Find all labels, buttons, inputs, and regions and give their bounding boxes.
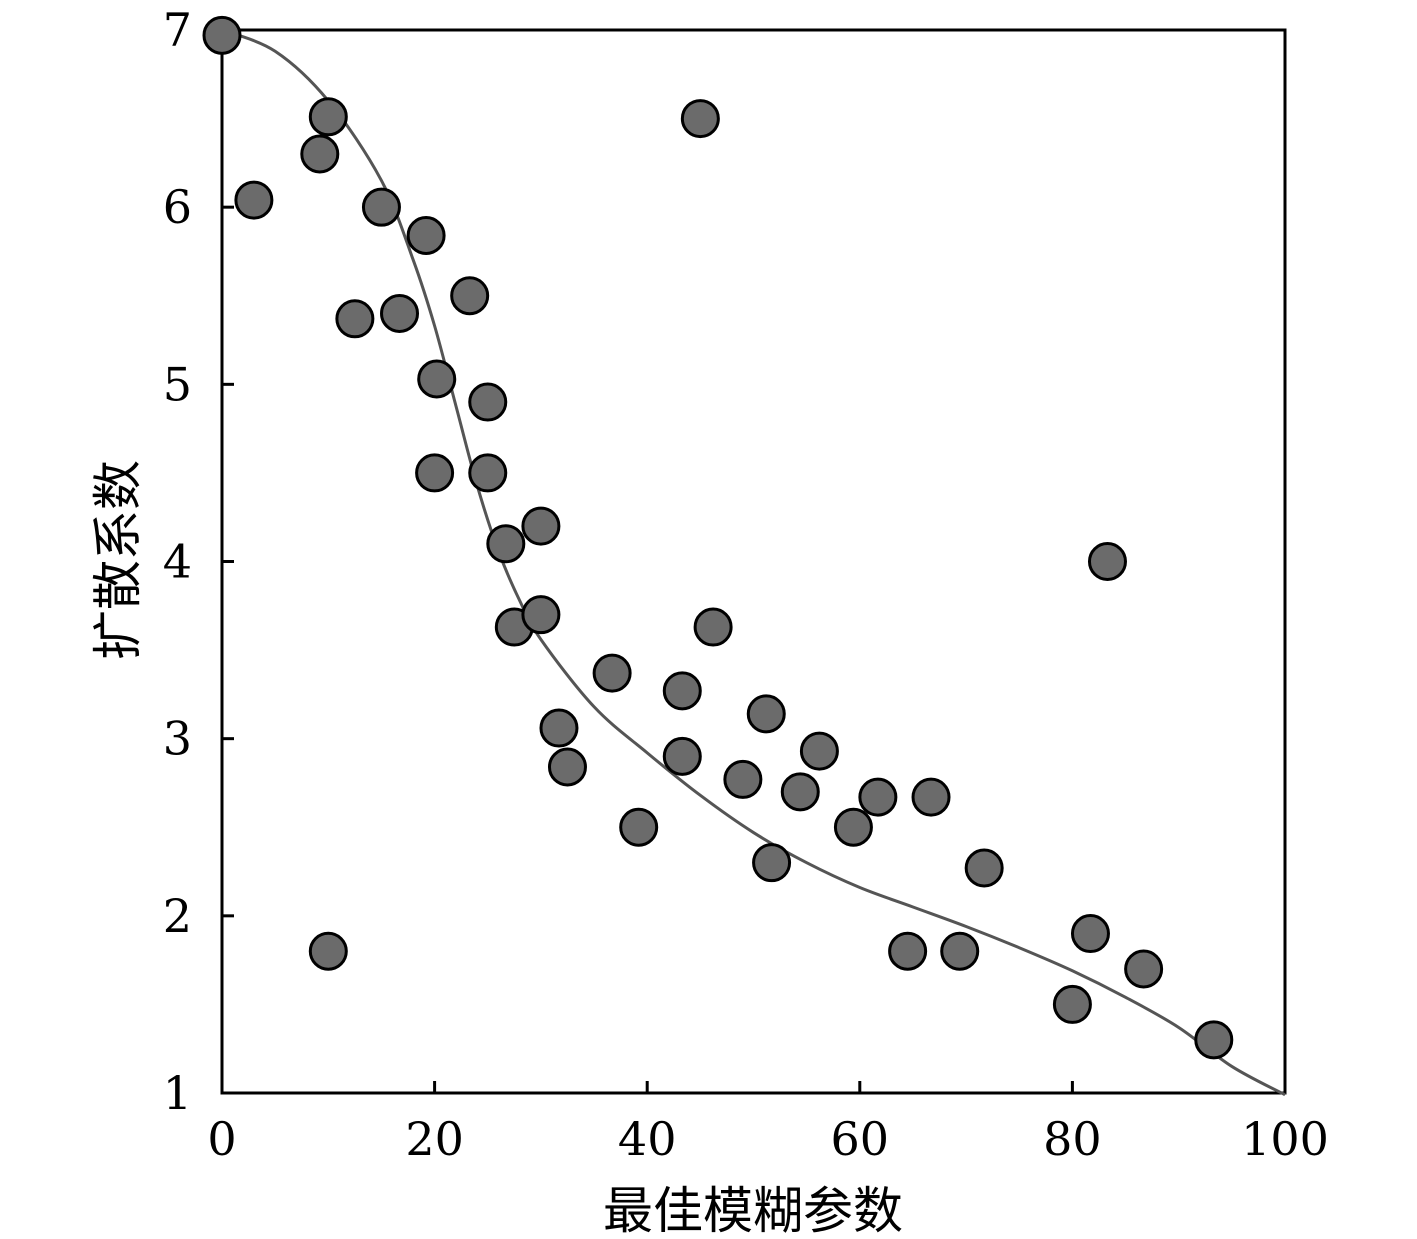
y-tick-label: 4	[163, 535, 192, 589]
y-tick-label: 5	[163, 357, 192, 411]
data-point	[234, 180, 274, 220]
data-point	[752, 843, 792, 883]
data-point	[308, 97, 348, 137]
data-point	[308, 931, 348, 971]
axis-ticks: 0 20 40 60 80 100 1 2 3 4 5 6 7	[163, 3, 1329, 1166]
data-point	[693, 607, 733, 647]
data-point	[450, 276, 490, 316]
data-point	[1052, 984, 1092, 1024]
data-point	[723, 759, 763, 799]
data-point	[964, 848, 1004, 888]
y-tick-label: 2	[163, 889, 192, 943]
x-tick-label: 100	[1241, 1112, 1329, 1166]
x-tick-label: 80	[1043, 1112, 1102, 1166]
y-tick-label: 6	[163, 180, 192, 234]
data-point	[335, 299, 375, 339]
data-point	[746, 694, 786, 734]
data-point	[1124, 949, 1164, 989]
data-point	[940, 931, 980, 971]
data-point	[406, 216, 446, 256]
data-point	[486, 524, 526, 564]
data-point	[300, 134, 340, 174]
data-point	[911, 777, 951, 817]
data-point	[1070, 914, 1110, 954]
data-point	[468, 453, 508, 493]
y-tick-label: 1	[163, 1066, 192, 1120]
data-point	[380, 293, 420, 333]
data-point	[521, 506, 561, 546]
data-points	[202, 15, 1234, 1060]
data-point	[858, 777, 898, 817]
data-point	[415, 453, 455, 493]
data-point	[799, 731, 839, 771]
x-axis-title: 最佳模糊参数	[603, 1182, 903, 1239]
data-point	[592, 653, 632, 693]
y-tick-label: 7	[163, 3, 192, 57]
data-point	[521, 595, 561, 635]
data-point	[662, 671, 702, 711]
x-tick-label: 40	[618, 1112, 677, 1166]
data-point	[619, 807, 659, 847]
data-point	[662, 736, 702, 776]
x-tick-label: 0	[207, 1112, 236, 1166]
data-point	[468, 382, 508, 422]
data-point	[888, 931, 928, 971]
x-tick-label: 20	[405, 1112, 464, 1166]
data-point	[202, 15, 242, 55]
y-tick-label: 3	[163, 712, 192, 766]
data-point	[547, 747, 587, 787]
data-point	[1194, 1020, 1234, 1060]
data-point	[1087, 542, 1127, 581]
data-point	[539, 708, 579, 748]
data-point	[417, 359, 457, 399]
y-axis-title: 扩散系数	[89, 460, 147, 660]
data-point	[833, 807, 873, 847]
x-tick-label: 60	[831, 1112, 890, 1166]
data-point	[361, 187, 401, 227]
data-point	[780, 772, 820, 812]
data-point	[680, 99, 720, 139]
fit-curve	[221, 28, 1286, 1097]
